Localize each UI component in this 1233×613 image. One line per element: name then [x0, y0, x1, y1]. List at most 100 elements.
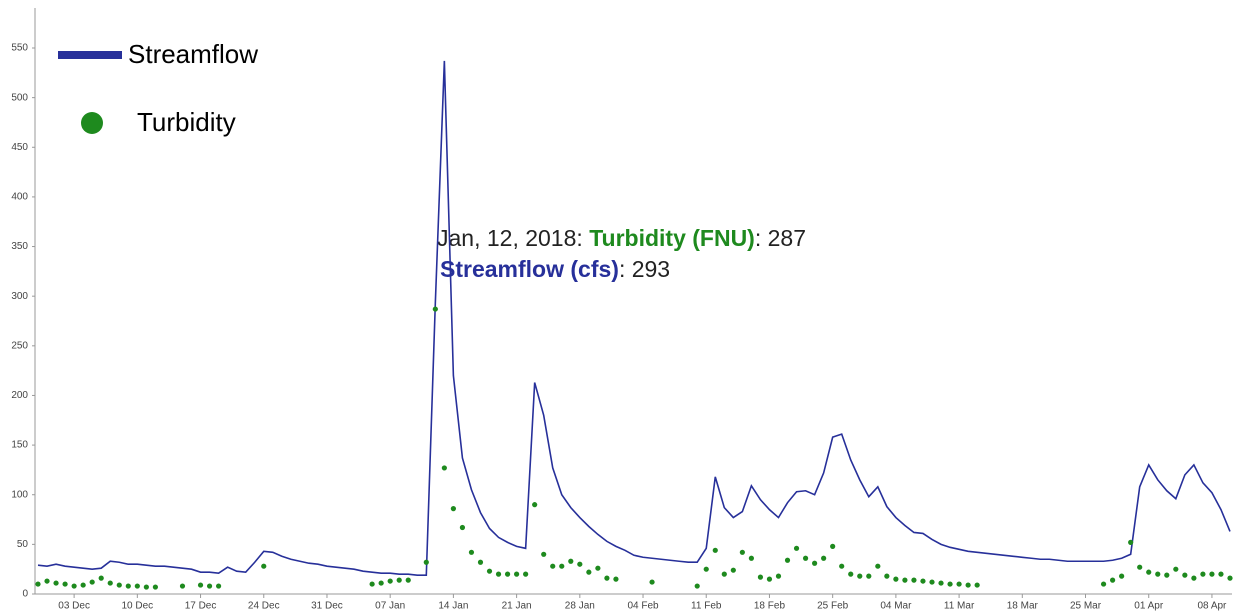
x-tick-label: 11 Mar — [944, 601, 975, 612]
y-tick-label: 500 — [11, 92, 28, 103]
turbidity-point — [53, 580, 59, 586]
turbidity-point — [604, 575, 610, 581]
x-tick-label: 25 Feb — [817, 601, 849, 612]
turbidity-point — [1110, 577, 1116, 583]
y-tick-label: 150 — [11, 440, 28, 451]
turbidity-point — [523, 571, 529, 577]
turbidity-point — [107, 580, 113, 586]
turbidity-point — [875, 563, 881, 569]
turbidity-point — [947, 581, 953, 587]
turbidity-point — [504, 571, 511, 577]
legend: Streamflow Turbidity — [58, 39, 258, 137]
y-tick-label: 100 — [11, 489, 28, 500]
turbidity-point — [89, 579, 95, 585]
y-tick-label: 550 — [11, 43, 28, 54]
y-tick-label: 200 — [11, 390, 28, 401]
turbidity-point — [902, 577, 908, 583]
turbidity-point — [884, 573, 890, 579]
turbidity-point — [766, 576, 773, 582]
turbidity-point — [703, 566, 709, 572]
turbidity-point — [378, 580, 384, 586]
y-tick-label: 350 — [11, 241, 28, 252]
turbidity-point — [757, 574, 764, 580]
turbidity-point — [559, 563, 565, 569]
turbidity-point — [1182, 572, 1188, 578]
x-tick-label: 04 Feb — [627, 601, 659, 612]
turbidity-point — [857, 573, 863, 579]
x-tick-label: 14 Jan — [438, 601, 468, 612]
x-tick-label: 04 Mar — [880, 601, 912, 612]
turbidity-point — [125, 583, 131, 589]
y-tick-label: 50 — [17, 539, 29, 550]
turbidity-point — [441, 465, 447, 471]
turbidity-point — [929, 579, 935, 585]
turbidity-point — [261, 563, 267, 569]
turbidity-point — [152, 584, 158, 590]
turbidity-point — [730, 567, 736, 573]
y-tick-label: 450 — [11, 142, 28, 153]
x-tick-label: 25 Mar — [1070, 601, 1102, 612]
turbidity-point — [938, 580, 944, 586]
turbidity-point — [216, 583, 222, 589]
turbidity-point — [396, 577, 402, 583]
y-tick-label: 300 — [11, 291, 28, 302]
tooltip-separator: : — [755, 225, 761, 251]
turbidity-point — [44, 578, 50, 584]
turbidity-point — [802, 555, 809, 561]
turbidity-point — [1164, 572, 1170, 578]
x-tick-label: 11 Feb — [691, 601, 722, 612]
tooltip-line-1: Jan, 12, 2018: Turbidity (FNU): 287 — [437, 225, 806, 251]
tooltip-streamflow-value: 293 — [632, 256, 670, 282]
y-tick-label: 0 — [22, 589, 28, 600]
turbidity-point — [1155, 571, 1161, 577]
y-tick-label: 250 — [11, 340, 28, 351]
turbidity-point — [1100, 581, 1107, 587]
x-tick-label: 08 Apr — [1197, 601, 1227, 612]
turbidity-point — [71, 583, 77, 589]
turbidity-point — [369, 581, 375, 587]
tooltip-turbidity-label: Turbidity (FNU) — [589, 225, 755, 251]
x-tick-label: 18 Mar — [1007, 601, 1039, 612]
turbidity-point — [1227, 575, 1233, 581]
turbidity-point — [459, 524, 466, 531]
turbidity-point — [848, 571, 854, 577]
turbidity-point — [920, 578, 926, 584]
turbidity-point — [143, 584, 149, 590]
turbidity-point — [739, 549, 745, 555]
turbidity-point — [866, 573, 872, 579]
turbidity-point — [35, 581, 41, 587]
turbidity-point — [541, 551, 547, 557]
turbidity-point — [514, 571, 520, 577]
turbidity-point — [1173, 566, 1179, 572]
turbidity-point — [649, 579, 655, 585]
turbidity-point — [586, 569, 592, 575]
x-tick-label: 07 Jan — [375, 601, 405, 612]
turbidity-point — [1218, 571, 1224, 577]
turbidity-point — [721, 571, 727, 577]
turbidity-point — [179, 583, 186, 589]
tooltip-streamflow-label: Streamflow (cfs) — [440, 256, 619, 282]
turbidity-point — [965, 582, 971, 588]
turbidity-point — [784, 557, 791, 563]
turbidity-point — [775, 573, 782, 579]
x-tick-label: 28 Jan — [565, 601, 595, 612]
turbidity-point — [206, 583, 213, 589]
turbidity-point — [532, 502, 538, 508]
turbidity-point — [830, 543, 836, 549]
turbidity-point — [839, 563, 845, 569]
turbidity-point — [550, 563, 556, 569]
turbidity-point — [613, 576, 619, 582]
x-tick-label: 17 Dec — [185, 601, 217, 612]
legend-swatch — [81, 112, 103, 134]
turbidity-point — [134, 583, 140, 589]
turbidity-point — [486, 568, 493, 574]
x-tick-label: 24 Dec — [248, 601, 280, 612]
turbidity-point — [423, 559, 429, 565]
turbidity-point — [1200, 571, 1206, 577]
tooltip-turbidity-value: 287 — [768, 225, 806, 251]
turbidity-point — [1209, 571, 1215, 577]
streamflow-line — [37, 60, 1231, 576]
tooltip-date: Jan, 12, 2018: — [437, 225, 583, 251]
turbidity-point — [98, 575, 104, 581]
